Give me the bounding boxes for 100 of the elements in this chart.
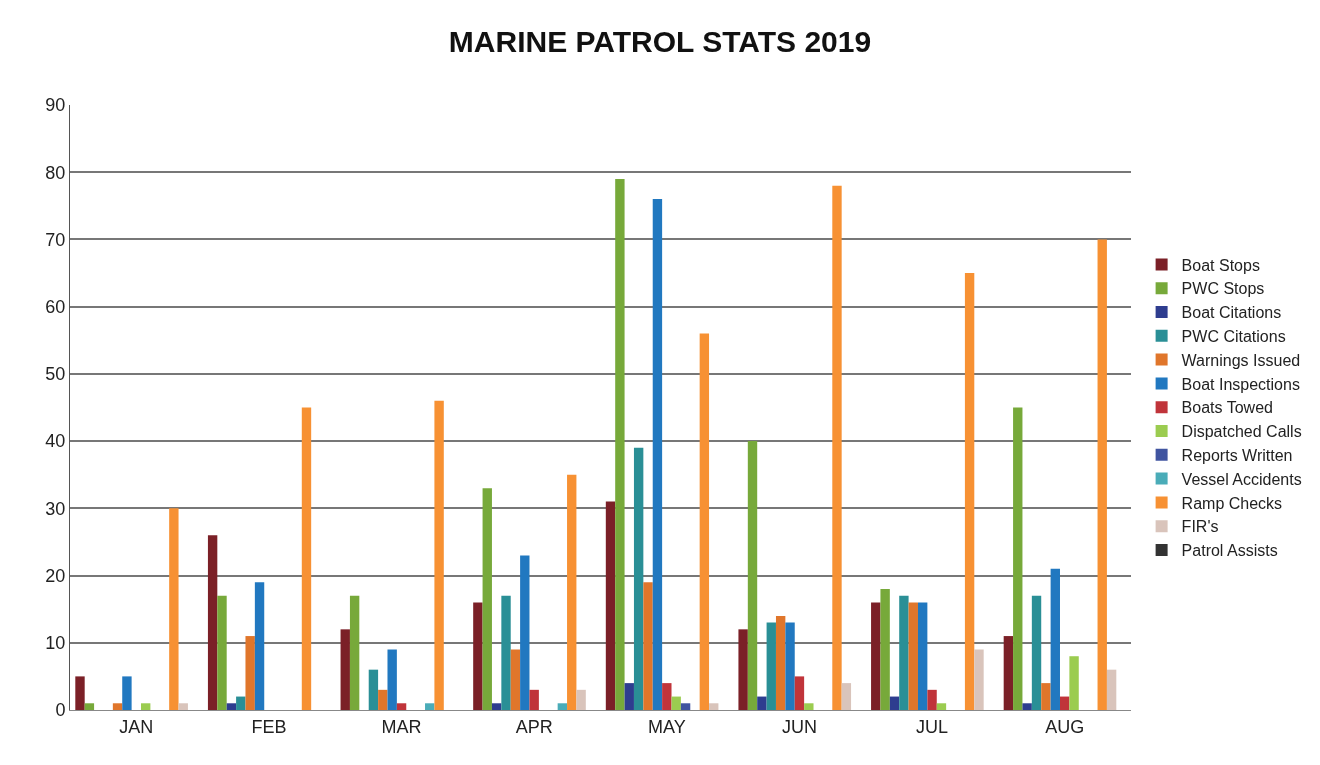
x-tick-label: JUN: [781, 716, 817, 737]
bar: [1106, 669, 1117, 710]
x-tick-label: FEB: [251, 716, 287, 737]
bar: [510, 649, 521, 710]
bar: [871, 602, 881, 710]
bar: [908, 602, 918, 710]
legend-label: Ramp Checks: [1181, 494, 1283, 512]
y-tick-label: 50: [45, 364, 66, 385]
bar: [738, 629, 748, 710]
bar: [747, 441, 758, 710]
bar: [1069, 656, 1079, 710]
bar: [1013, 407, 1023, 710]
y-tick-label: 90: [45, 95, 66, 116]
x-tick-label: AUG: [1045, 716, 1085, 737]
bar: [709, 703, 719, 710]
bar: [141, 703, 151, 710]
legend-label: FIR's: [1181, 518, 1219, 536]
y-tick-label: 20: [45, 565, 66, 586]
legend-label: Boats Towed: [1181, 399, 1273, 417]
legend-label: Boat Inspections: [1181, 375, 1300, 393]
x-tick-label: MAY: [647, 716, 686, 737]
bar: [567, 474, 577, 710]
bar: [226, 703, 237, 710]
bar: [927, 689, 937, 710]
bar: [396, 703, 407, 710]
bar: [378, 689, 388, 710]
bar: [1097, 239, 1107, 710]
bar: [804, 703, 814, 710]
y-tick-label: 0: [55, 700, 66, 721]
bar: [643, 582, 653, 710]
bar: [652, 199, 663, 710]
y-tick-label: 70: [45, 229, 66, 250]
y-tick-label: 40: [45, 431, 66, 452]
bar: [501, 595, 511, 710]
bar: [605, 501, 616, 710]
legend-label: Boat Citations: [1181, 304, 1282, 322]
bar: [122, 676, 132, 710]
bar: [974, 649, 984, 710]
bar: [1050, 568, 1060, 710]
legend-label: PWC Citations: [1181, 328, 1286, 346]
bar: [75, 676, 85, 710]
bar: [917, 602, 928, 710]
bar: [766, 622, 776, 710]
bar: [112, 703, 123, 710]
bar: [841, 683, 852, 710]
bar: [236, 696, 246, 710]
bar: [84, 703, 95, 710]
bar: [340, 629, 350, 710]
bar: [245, 636, 255, 710]
bar: [1022, 703, 1032, 710]
bar: [624, 683, 634, 710]
bar: [832, 185, 842, 710]
x-tick-label: JUL: [916, 716, 949, 737]
bar: [785, 622, 795, 710]
bar: [794, 676, 805, 710]
bar: [301, 407, 312, 710]
bar: [633, 447, 644, 710]
bar: [880, 589, 890, 710]
bar: [368, 669, 379, 710]
bar: [775, 615, 786, 710]
bar: [557, 703, 568, 710]
bar: [964, 273, 975, 710]
bar: [671, 696, 681, 710]
bar: [757, 696, 767, 710]
x-tick-label: JAN: [119, 716, 154, 737]
legend-label: Warnings Issued: [1181, 351, 1301, 369]
bar: [520, 555, 530, 710]
bar: [207, 535, 218, 710]
bar: [434, 400, 444, 710]
bar: [1003, 636, 1014, 710]
bar: [1031, 595, 1042, 710]
bar: [254, 582, 265, 710]
bar: [662, 683, 672, 710]
bar: [349, 595, 360, 710]
bar: [178, 703, 188, 710]
bar: [387, 649, 397, 710]
bar: [1059, 696, 1070, 710]
bar: [899, 595, 909, 710]
y-tick-label: 80: [45, 162, 66, 183]
chart-title: MARINE PATROL STATS 2019: [448, 24, 872, 58]
bar: [680, 703, 691, 710]
bar: [473, 602, 483, 710]
bar: [425, 703, 435, 710]
bar: [1041, 683, 1051, 710]
bar: [217, 595, 227, 710]
bar: [699, 333, 710, 710]
x-tick-label: APR: [515, 716, 553, 737]
bar: [576, 689, 586, 710]
legend-label: Patrol Assists: [1181, 542, 1278, 560]
bar: [491, 703, 502, 710]
legend-label: Reports Written: [1181, 447, 1293, 465]
bar: [482, 488, 492, 710]
x-tick-label: MAR: [381, 716, 422, 737]
y-tick-label: 60: [45, 296, 66, 317]
bar: [936, 703, 947, 710]
legend-label: Boat Stops: [1181, 256, 1260, 274]
bar: [615, 178, 625, 710]
bar: [529, 689, 539, 710]
legend-label: Dispatched Calls: [1181, 423, 1302, 441]
bar: [889, 696, 900, 710]
